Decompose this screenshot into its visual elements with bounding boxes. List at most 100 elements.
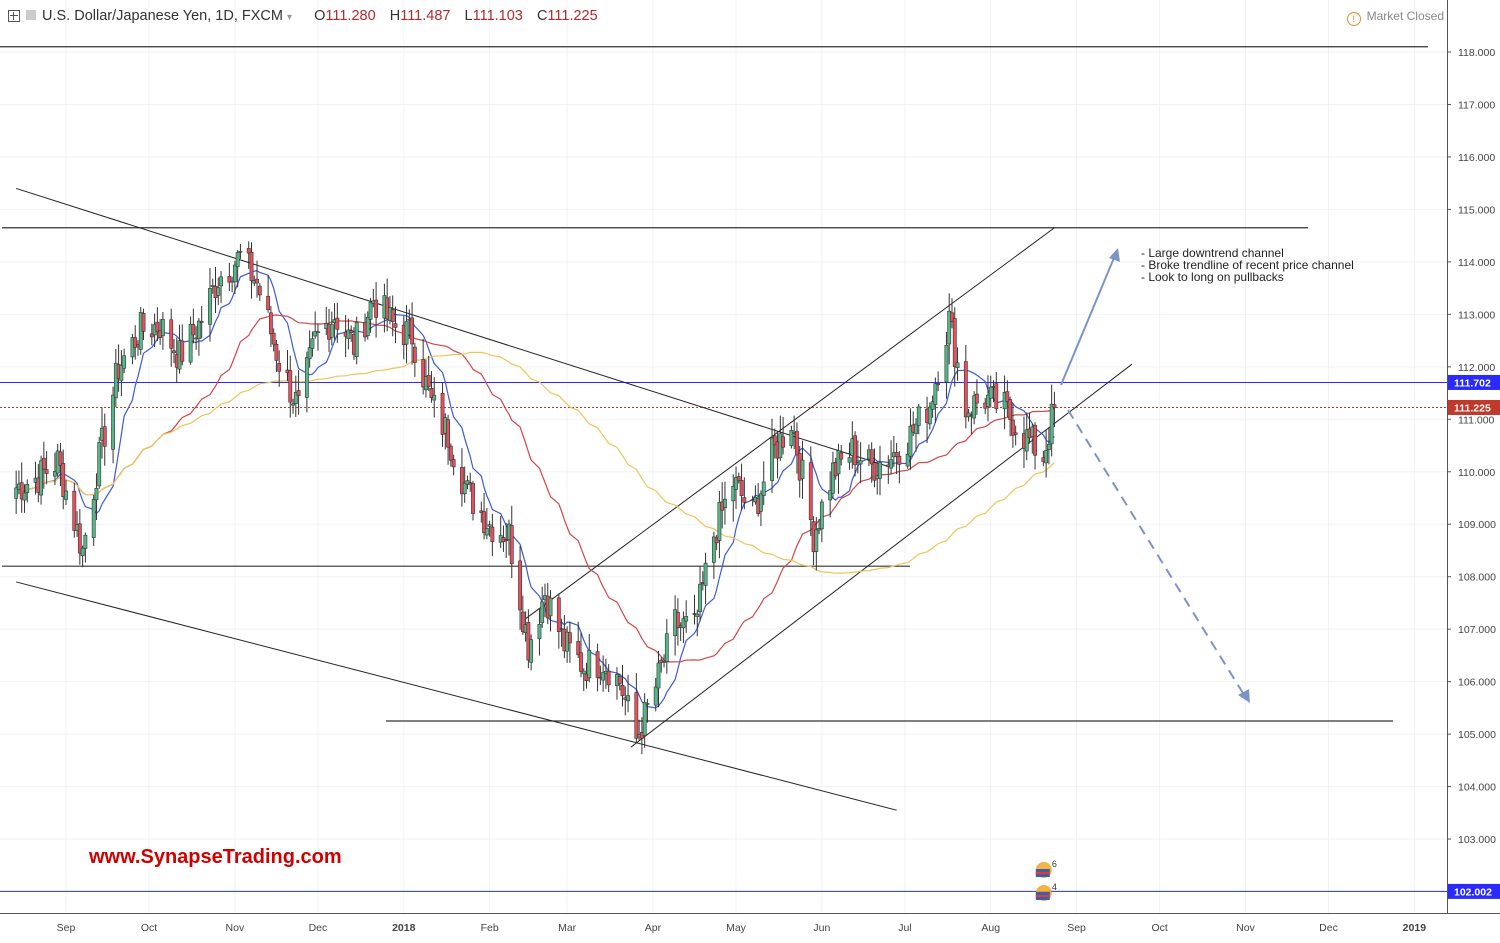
- candle-up: [196, 320, 201, 340]
- candle-down: [471, 483, 475, 514]
- candle-up: [219, 276, 223, 287]
- candle-up: [291, 403, 295, 406]
- candle-down: [675, 612, 680, 629]
- candle-up: [681, 618, 686, 629]
- candle-up: [232, 264, 237, 283]
- event-badge-count: 4: [1052, 882, 1057, 892]
- dropdown-caret-icon[interactable]: ▾: [287, 12, 293, 23]
- low-label: L: [464, 8, 473, 24]
- candle-up: [587, 650, 592, 679]
- note-line-3: - Look to long on pullbacks: [1141, 270, 1284, 284]
- x-tick-label: Sep: [57, 922, 76, 934]
- candle-up: [540, 601, 545, 624]
- candle-down: [448, 445, 453, 461]
- candle-up: [836, 450, 841, 475]
- grid: [0, 0, 1447, 913]
- candle-up: [1024, 429, 1029, 452]
- candle-down: [897, 455, 902, 465]
- candle-down: [446, 419, 450, 448]
- price-tag-bg: [1448, 883, 1500, 899]
- x-tick-label: 2018: [392, 922, 416, 934]
- candle-up: [91, 499, 96, 539]
- candle-up: [368, 301, 373, 320]
- candle-down: [869, 449, 874, 465]
- candle-up: [83, 534, 88, 549]
- candle-up: [1044, 450, 1049, 464]
- x-tick-label: Nov: [226, 922, 245, 934]
- x-tick-label: Oct: [1151, 922, 1167, 934]
- market-status[interactable]: ! Market Closed: [1346, 9, 1444, 26]
- candle-up: [972, 395, 977, 419]
- price-tags: 111.702 111.225 102.002: [1448, 374, 1500, 899]
- candle-down: [490, 526, 495, 543]
- symbol-title[interactable]: U.S. Dollar/Japanese Yen, 1D, FXCM: [42, 8, 283, 24]
- candle-down: [133, 337, 138, 348]
- candle-down: [1010, 419, 1015, 436]
- candle-up: [25, 484, 30, 493]
- price-tag-bg: [1448, 374, 1500, 390]
- candle-down: [839, 452, 844, 460]
- bullish-arrow-head: [1109, 248, 1120, 262]
- candle-down: [390, 309, 395, 322]
- candle-up: [94, 487, 99, 501]
- y-tick-label: 108.000: [1458, 572, 1496, 584]
- candle-down: [277, 363, 282, 372]
- candle-up: [819, 501, 824, 530]
- y-tick-label: 112.000: [1458, 362, 1495, 374]
- candle-down: [1033, 425, 1037, 456]
- candle-up: [581, 670, 586, 675]
- y-tick-label: 109.000: [1458, 519, 1496, 531]
- x-tick-label: 2019: [1403, 922, 1427, 934]
- x-tick-label: Apr: [645, 922, 662, 934]
- trendline: [525, 227, 1055, 620]
- low-value: 111.103: [472, 8, 523, 24]
- bearish-arrow-head: [1238, 689, 1250, 703]
- symbol-marker-icon: [26, 10, 36, 20]
- candle-up: [462, 482, 467, 495]
- candle-up: [814, 529, 819, 552]
- candle-up: [310, 338, 315, 349]
- candle-up: [1046, 443, 1051, 451]
- candle-up: [113, 362, 118, 399]
- candle-up: [1049, 403, 1054, 445]
- candle-up: [313, 331, 318, 337]
- price-tag-label: 111.702: [1454, 377, 1491, 389]
- candle-down: [172, 350, 176, 354]
- candle-up: [238, 250, 243, 253]
- plus-icon[interactable]: [8, 10, 20, 22]
- candle-down: [257, 285, 262, 296]
- x-axis-labels: Sep Oct Nov Dec 2018 Feb Mar Apr May Jun Jul Aug Sep…: [57, 922, 1427, 934]
- candle-up: [80, 547, 85, 556]
- candle-down: [772, 435, 777, 446]
- candle-down: [504, 539, 509, 542]
- y-tick-label: 115.000: [1458, 204, 1495, 216]
- event-badge-count: 6: [1052, 859, 1057, 869]
- bullish-arrow-line: [1060, 252, 1117, 386]
- event-badge: 6: [1035, 859, 1057, 878]
- candle-down: [781, 436, 785, 448]
- candle-up: [111, 394, 115, 450]
- candle-down: [440, 393, 445, 435]
- candle-down: [795, 431, 799, 456]
- candle-up: [653, 686, 658, 706]
- candle-down: [169, 319, 174, 349]
- candle-down: [61, 463, 66, 497]
- candle-down: [936, 383, 941, 386]
- flag-stripe-icon: [1035, 872, 1050, 874]
- candle-down: [268, 312, 273, 335]
- candle-down: [296, 390, 301, 396]
- candle-down: [894, 452, 899, 457]
- candles: [14, 241, 1057, 755]
- candle-up: [14, 487, 19, 499]
- flag-stripe-icon: [1035, 895, 1050, 897]
- candle-up: [656, 662, 661, 689]
- candle-down: [950, 312, 954, 322]
- trendline: [16, 581, 897, 811]
- candle-down: [426, 375, 431, 387]
- candle-down: [393, 323, 398, 328]
- candle-up: [484, 528, 489, 536]
- candle-down: [266, 295, 271, 311]
- clock-icon: !: [1346, 12, 1361, 26]
